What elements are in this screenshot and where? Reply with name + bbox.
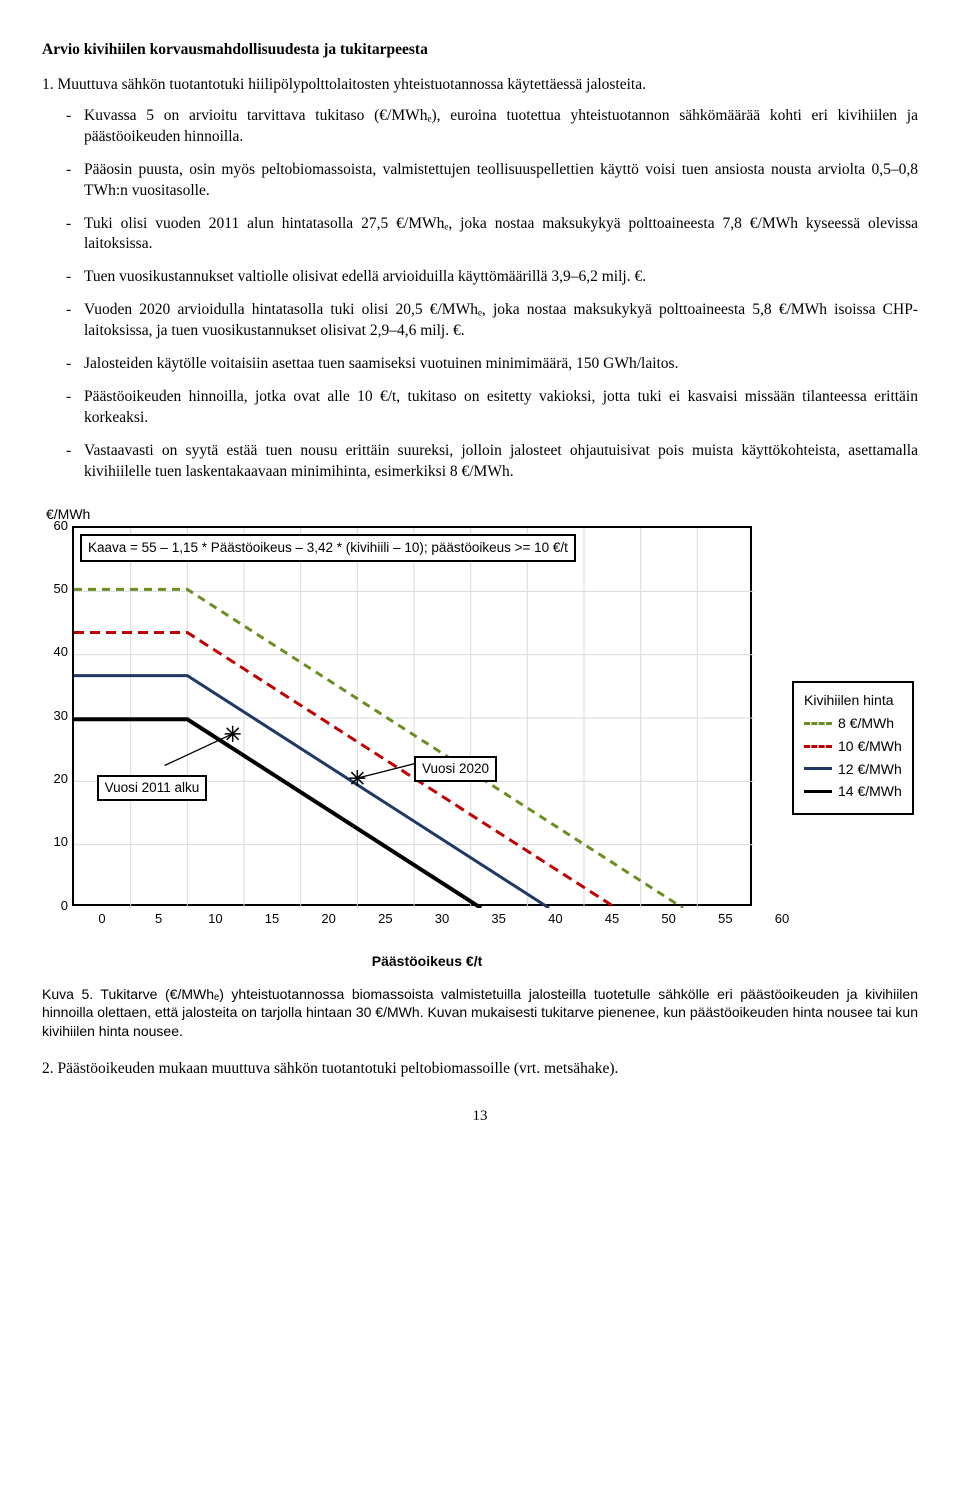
legend-label: 10 €/MWh (838, 737, 902, 756)
bullet-list: Kuvassa 5 on arvioitu tarvittava tukitas… (42, 106, 918, 483)
section-title: Arvio kivihiilen korvausmahdollisuudesta… (42, 40, 918, 61)
y-tick-label: 50 (46, 580, 68, 598)
bullet-item: Päästöoikeuden hinnoilla, jotka ovat all… (66, 387, 918, 429)
bullet-item: Tuen vuosikustannukset valtiolle olisiva… (66, 267, 918, 288)
legend-row: 8 €/MWh (804, 714, 902, 733)
legend-label: 14 €/MWh (838, 782, 902, 801)
plot-area: Kaava = 55 – 1,15 * Päästöoikeus – 3,42 … (72, 526, 752, 906)
section-2: 2. Päästöoikeuden mukaan muuttuva sähkön… (42, 1059, 918, 1080)
x-tick-label: 50 (661, 910, 675, 928)
y-tick-label: 20 (46, 770, 68, 788)
bullet-item: Vastaavasti on syytä estää tuen nousu er… (66, 441, 918, 483)
x-axis-label: Päästöoikeus €/t (72, 952, 782, 971)
legend-row: 12 €/MWh (804, 760, 902, 779)
figure-caption: Kuva 5. Tukitarve (€/MWhₑ) yhteistuotann… (42, 985, 918, 1042)
x-tick-label: 40 (548, 910, 562, 928)
x-tick-label: 15 (265, 910, 279, 928)
bullet-item: Kuvassa 5 on arvioitu tarvittava tukitas… (66, 106, 918, 148)
x-tick-label: 5 (155, 910, 162, 928)
legend-swatch (804, 722, 832, 725)
bullet-item: Jalosteiden käytölle voitaisiin asettaa … (66, 354, 918, 375)
legend-title: Kivihiilen hinta (804, 691, 902, 710)
x-tick-label: 55 (718, 910, 732, 928)
legend-swatch (804, 790, 832, 793)
x-tick-label: 35 (491, 910, 505, 928)
legend: Kivihiilen hinta 8 €/MWh 10 €/MWh 12 €/MWh… (792, 681, 914, 815)
legend-row: 14 €/MWh (804, 782, 902, 801)
bullet-item: Tuki olisi vuoden 2011 alun hintatasolla… (66, 214, 918, 256)
legend-swatch (804, 745, 832, 748)
x-tick-label: 0 (98, 910, 105, 928)
chart-container: €/MWh Kaava = 55 – 1,15 * Päästöoikeus –… (42, 505, 918, 971)
legend-swatch (804, 767, 832, 770)
callout-2011: Vuosi 2011 alku (97, 775, 208, 801)
page-number: 13 (42, 1106, 918, 1126)
y-tick-label: 10 (46, 834, 68, 852)
legend-label: 8 €/MWh (838, 714, 894, 733)
legend-label: 12 €/MWh (838, 760, 902, 779)
y-axis-label: €/MWh (46, 505, 918, 524)
legend-row: 10 €/MWh (804, 737, 902, 756)
bullet-item: Vuoden 2020 arvioidulla hintatasolla tuk… (66, 300, 918, 342)
x-tick-label: 25 (378, 910, 392, 928)
bullet-item: Pääosin puusta, osin myös peltobiomassoi… (66, 160, 918, 202)
x-tick-label: 20 (321, 910, 335, 928)
x-tick-label: 60 (775, 910, 789, 928)
y-tick-label: 60 (46, 517, 68, 535)
x-tick-label: 45 (605, 910, 619, 928)
y-tick-label: 40 (46, 644, 68, 662)
y-tick-label: 0 (46, 897, 68, 915)
callout-2020: Vuosi 2020 (414, 756, 497, 782)
x-tick-label: 10 (208, 910, 222, 928)
formula-box: Kaava = 55 – 1,15 * Päästöoikeus – 3,42 … (80, 534, 576, 562)
y-tick-label: 30 (46, 707, 68, 725)
section-1-intro: 1. Muuttuva sähkön tuotantotuki hiilipöl… (42, 75, 918, 96)
x-tick-label: 30 (435, 910, 449, 928)
